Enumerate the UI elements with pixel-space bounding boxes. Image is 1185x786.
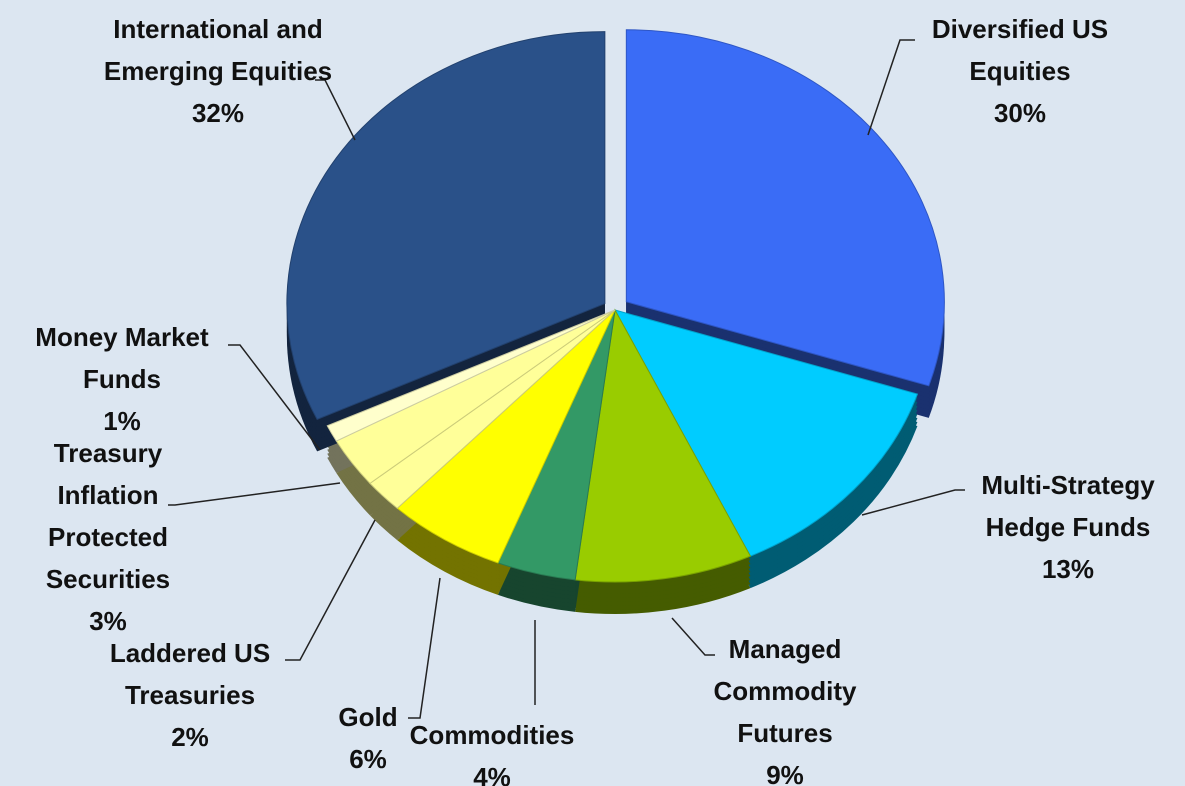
value-label: 13% bbox=[1041, 554, 1095, 584]
value-label: 9% bbox=[766, 760, 804, 786]
leader-line bbox=[228, 344, 321, 451]
slice-label: International and Emerging Equities 32% bbox=[98, 8, 338, 134]
slice-label: Gold 6% bbox=[328, 696, 408, 780]
value-label: 32% bbox=[191, 98, 245, 128]
slice-label: Managed Commodity Futures 9% bbox=[670, 628, 900, 786]
category-name: Multi-Strategy Hedge Funds bbox=[981, 470, 1155, 542]
slice bbox=[286, 31, 606, 421]
slice bbox=[396, 309, 616, 564]
leader-line bbox=[671, 617, 715, 656]
category-name: Gold bbox=[338, 702, 398, 732]
slice-label: Laddered US Treasuries 2% bbox=[85, 632, 295, 758]
category-name: Commodities bbox=[409, 720, 575, 750]
slice bbox=[613, 309, 919, 557]
value-label: 2% bbox=[171, 722, 209, 752]
slice bbox=[574, 308, 752, 583]
value-label: 1% bbox=[103, 406, 141, 436]
category-name: Diversified US Equities bbox=[931, 14, 1109, 86]
slice-label: Diversified US Equities 30% bbox=[910, 8, 1130, 134]
leader-line bbox=[867, 39, 915, 136]
slice bbox=[625, 29, 945, 387]
category-name: International and Emerging Equities bbox=[103, 14, 333, 86]
value-label: 3% bbox=[89, 606, 127, 636]
slice-label: Multi-Strategy Hedge Funds 13% bbox=[953, 464, 1183, 590]
leader-line bbox=[861, 489, 965, 516]
slice bbox=[326, 309, 616, 442]
leader-line bbox=[285, 519, 376, 661]
slice-label: Money Market Funds 1% bbox=[2, 316, 242, 442]
value-label: 4% bbox=[473, 762, 511, 786]
category-name: Managed Commodity Futures bbox=[713, 634, 857, 748]
category-name: Money Market Funds bbox=[35, 322, 209, 394]
slice-label: Treasury Inflation Protected Securities 3… bbox=[18, 432, 198, 642]
category-name: Laddered US Treasuries bbox=[109, 638, 271, 710]
value-label: 30% bbox=[993, 98, 1047, 128]
leader-line bbox=[168, 482, 341, 506]
category-name: Treasury Inflation Protected Securities bbox=[45, 438, 171, 594]
slice-label: Commodities 4% bbox=[387, 714, 597, 786]
value-label: 6% bbox=[349, 744, 387, 774]
leader-line bbox=[408, 577, 441, 719]
leader-line bbox=[315, 79, 356, 141]
